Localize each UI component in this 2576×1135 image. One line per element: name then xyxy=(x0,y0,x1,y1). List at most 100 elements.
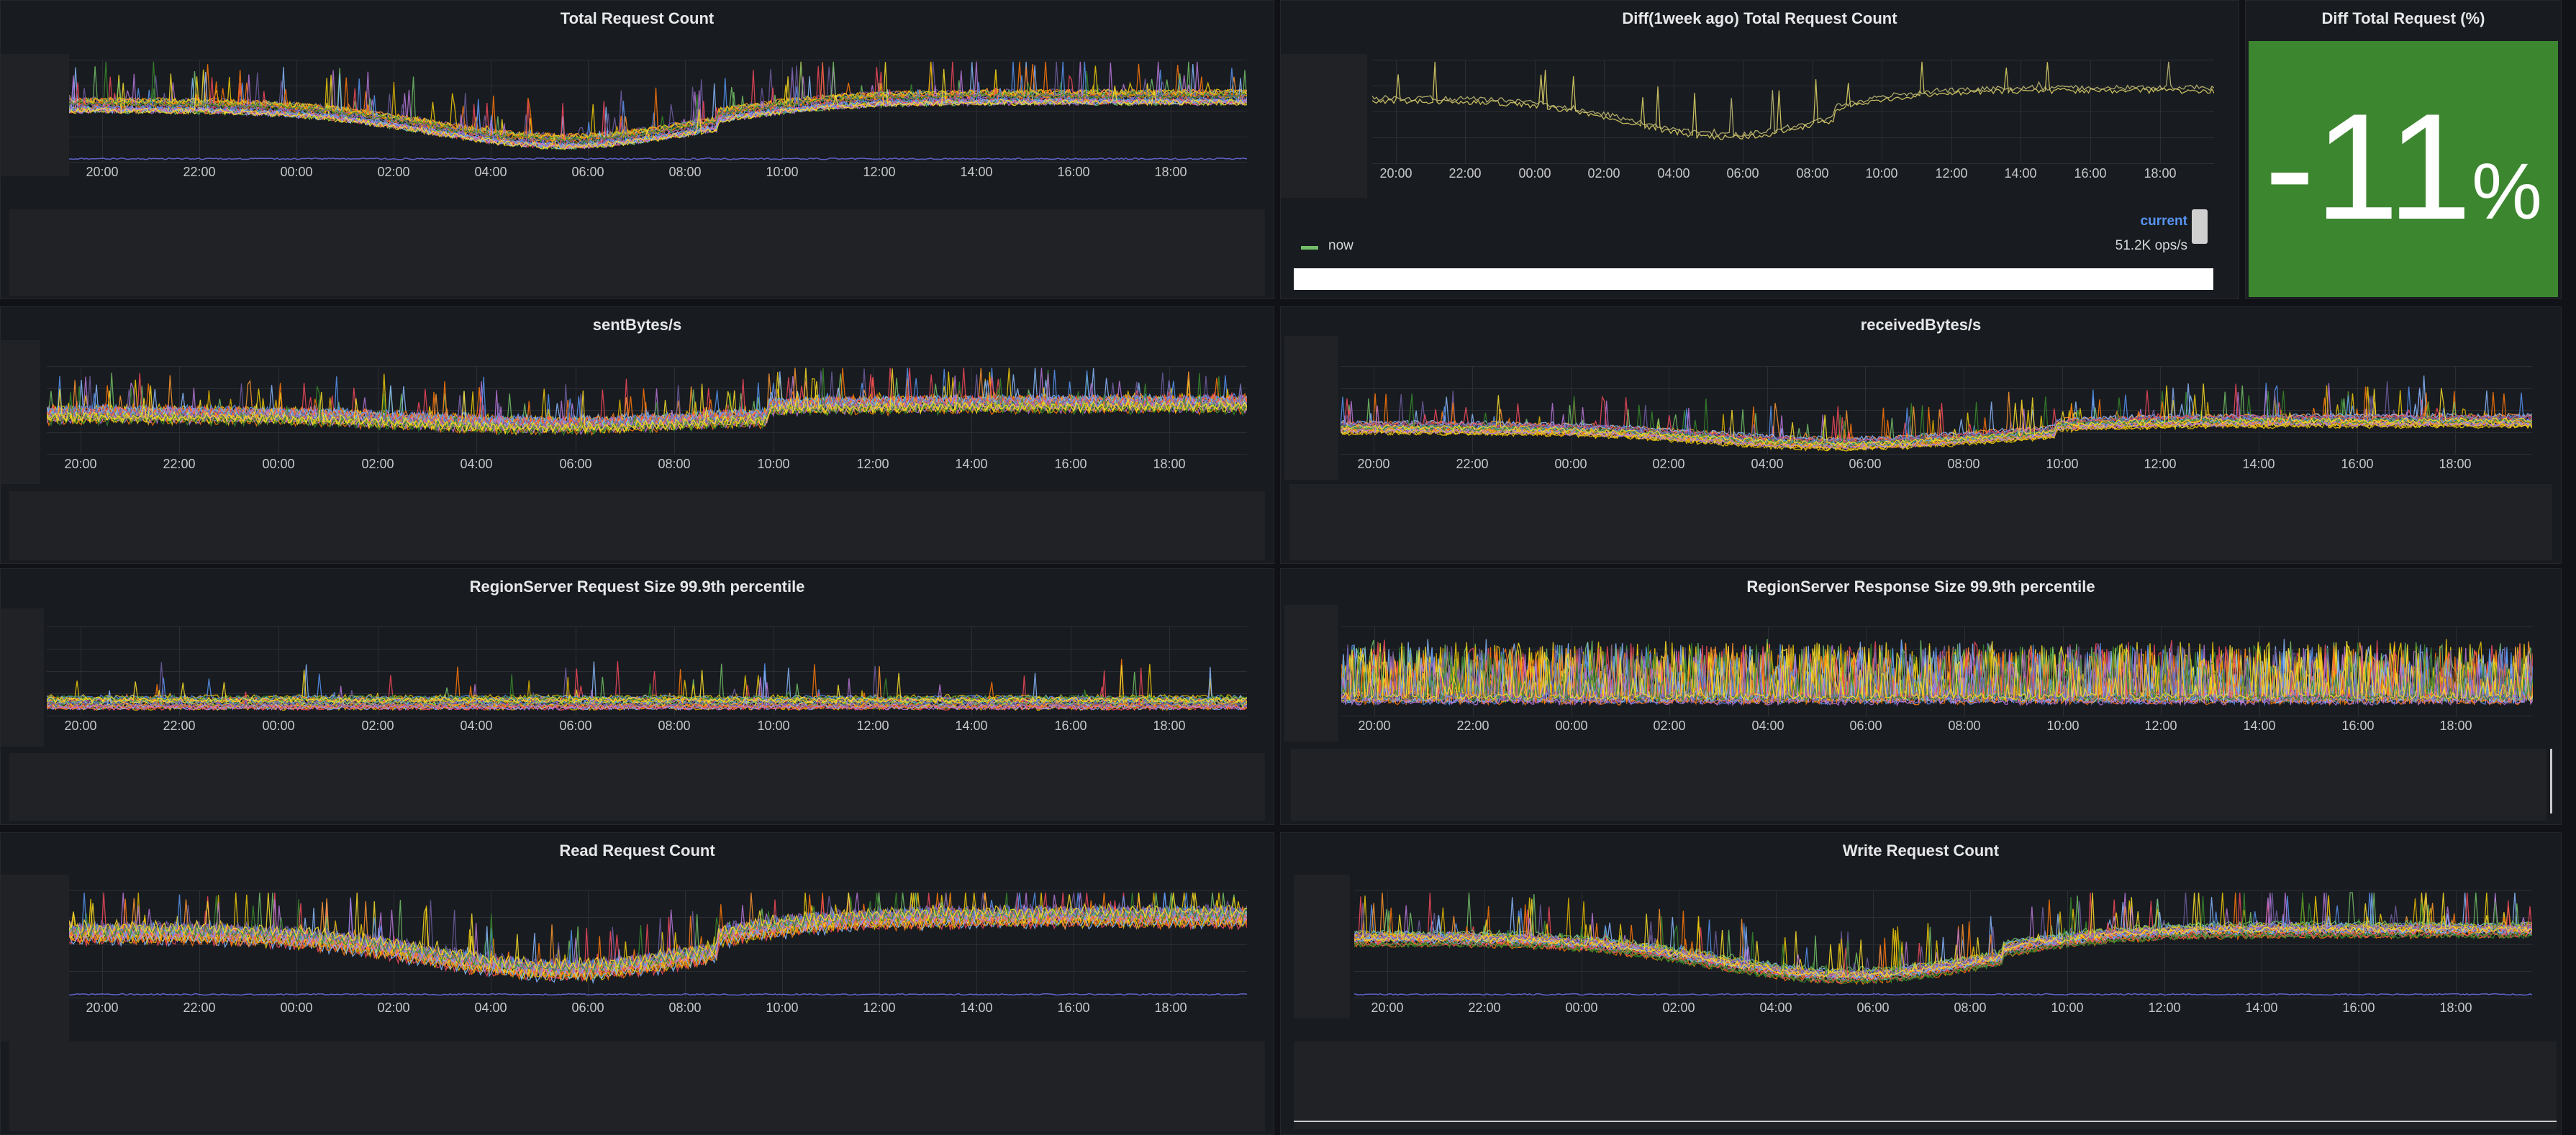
series-line xyxy=(47,368,1247,435)
series-line xyxy=(47,373,1247,436)
x-axis-tick-label: 20:00 xyxy=(1371,1000,1404,1015)
x-axis-tick-label: 16:00 xyxy=(2341,457,2374,471)
x-axis-tick-label: 00:00 xyxy=(1518,166,1551,181)
panel-title[interactable]: receivedBytes/s xyxy=(1860,316,1982,334)
x-axis-tick-label: 10:00 xyxy=(2046,457,2079,471)
graph-svg[interactable] xyxy=(1341,366,2532,473)
x-axis-tick-label: 16:00 xyxy=(1054,719,1087,733)
x-axis-tick-label: 12:00 xyxy=(863,1000,896,1015)
panel-total-request-count[interactable]: Total Request Count 20:00 22:00 00:00 02:00… xyxy=(0,0,1274,299)
panel-title[interactable]: Total Request Count xyxy=(560,9,715,27)
stat-value: -11% xyxy=(2249,91,2558,242)
x-axis-tick-label: 02:00 xyxy=(361,719,394,733)
x-axis-tick-label: 20:00 xyxy=(64,457,97,471)
series-line xyxy=(1341,389,2532,450)
panel-received-bytes[interactable]: receivedBytes/s 20:00 22:00 00:00 02:00 04:0… xyxy=(1280,306,2562,564)
panel-response-size[interactable]: RegionServer Response Size 99.9th percen… xyxy=(1280,568,2562,825)
panel-title[interactable]: sentBytes/s xyxy=(592,316,682,334)
panel-title[interactable]: Diff(1week ago) Total Request Count xyxy=(1622,9,1897,27)
x-axis-tick-label: 12:00 xyxy=(856,719,889,733)
series-line xyxy=(1341,647,2533,707)
x-axis-tick-label: 04:00 xyxy=(474,165,507,179)
graph-svg[interactable] xyxy=(47,366,1247,473)
series-line xyxy=(69,892,1247,972)
legend-table: current now 51.2K ops/s xyxy=(1294,209,2213,290)
series-line xyxy=(1354,892,2532,973)
x-axis-tick-label: 18:00 xyxy=(1154,1000,1187,1015)
x-axis-tick-label: 10:00 xyxy=(766,165,799,179)
stat-number: -11 xyxy=(2264,82,2472,251)
graph-svg[interactable] xyxy=(1341,626,2533,734)
graph-plot[interactable] xyxy=(1341,626,2533,734)
panel-diff-total-request-pct[interactable]: Diff Total Request (%) -11% xyxy=(2245,0,2562,299)
graph-plot[interactable] xyxy=(1372,60,2214,182)
panel-write-request-count[interactable]: Write Request Count 20:00 22:00 00:00 02:00… xyxy=(1280,832,2562,1135)
x-axis-tick-label: 06:00 xyxy=(559,719,592,733)
x-axis-tick-label: 04:00 xyxy=(460,457,493,471)
graph-svg[interactable] xyxy=(1372,60,2214,182)
x-axis-tick-label: 22:00 xyxy=(163,457,196,471)
series-line xyxy=(1354,892,2532,984)
x-axis-tick-label: 12:00 xyxy=(863,165,896,179)
x-axis-tick-label: 12:00 xyxy=(1935,166,1968,181)
series-line xyxy=(1341,642,2533,701)
legend-scrollbar[interactable] xyxy=(2192,209,2208,244)
series-line xyxy=(1341,383,2532,447)
x-axis-tick-label: 18:00 xyxy=(2144,166,2177,181)
graph-svg[interactable] xyxy=(69,890,1247,1016)
x-axis-tick-label: 02:00 xyxy=(377,1000,410,1015)
panel-title[interactable]: Write Request Count xyxy=(1842,842,2000,860)
panel-sent-bytes[interactable]: sentBytes/s 20:00 22:00 00:00 02:00 04:00 06:… xyxy=(0,306,1274,564)
x-axis-tick-label: 06:00 xyxy=(571,165,604,179)
series-line xyxy=(1354,892,2532,979)
graph-plot[interactable] xyxy=(69,60,1247,181)
x-axis-tick-label: 22:00 xyxy=(1456,457,1489,471)
x-axis-tick-label: 08:00 xyxy=(1796,166,1829,181)
x-axis-tick-label: 06:00 xyxy=(1849,719,1882,733)
panel-request-size[interactable]: RegionServer Request Size 99.9th percent… xyxy=(0,568,1274,825)
graph-plot[interactable] xyxy=(47,366,1247,473)
x-axis-tick-label: 18:00 xyxy=(2439,1000,2472,1015)
x-axis-tick-label: 12:00 xyxy=(2144,457,2177,471)
graph-svg[interactable] xyxy=(47,626,1247,734)
series-line xyxy=(69,62,1247,150)
x-axis-tick-label: 22:00 xyxy=(183,1000,216,1015)
graph-plot[interactable] xyxy=(1354,890,2532,1016)
y-axis-area xyxy=(1294,875,1350,1018)
x-axis-tick-label: 04:00 xyxy=(474,1000,507,1015)
graph-svg[interactable] xyxy=(69,60,1247,181)
x-axis-tick-label: 14:00 xyxy=(2242,457,2275,471)
graph-plot[interactable] xyxy=(47,626,1247,734)
series-line xyxy=(69,892,1247,981)
legend-scroll-indicator[interactable] xyxy=(2550,749,2552,813)
panel-title[interactable]: Diff Total Request (%) xyxy=(2321,9,2485,27)
graph-plot[interactable] xyxy=(69,890,1247,1016)
panel-title[interactable]: RegionServer Response Size 99.9th percen… xyxy=(1746,578,2095,596)
x-axis-tick-label: 14:00 xyxy=(2004,166,2037,181)
graph-plot[interactable] xyxy=(1341,366,2532,473)
x-axis-tick-label: 20:00 xyxy=(1379,166,1412,181)
x-axis-tick-label: 14:00 xyxy=(960,1000,993,1015)
x-axis-tick-label: 16:00 xyxy=(1057,165,1090,179)
x-axis-tick-label: 10:00 xyxy=(766,1000,799,1015)
panel-diff-total-request[interactable]: Diff(1week ago) Total Request Count 20:0… xyxy=(1280,0,2239,299)
x-axis-tick-label: 20:00 xyxy=(1358,719,1391,733)
series-line xyxy=(47,678,1247,711)
x-axis-tick-label: 22:00 xyxy=(1456,719,1489,733)
x-axis-tick-label: 04:00 xyxy=(1657,166,1690,181)
y-axis-area xyxy=(1284,336,1338,480)
x-axis-tick-label: 08:00 xyxy=(1954,1000,1987,1015)
panel-read-request-count[interactable]: Read Request Count 20:00 22:00 00:00 02:00 0… xyxy=(0,832,1274,1135)
legend-header-current[interactable]: current xyxy=(2140,214,2187,229)
x-axis-tick-label: 14:00 xyxy=(2245,1000,2278,1015)
panel-title[interactable]: Read Request Count xyxy=(559,842,715,860)
x-axis-tick-label: 02:00 xyxy=(361,457,394,471)
x-axis-tick-label: 18:00 xyxy=(2439,719,2472,733)
legend-series-name[interactable]: now xyxy=(1328,238,1353,253)
graph-svg[interactable] xyxy=(1354,890,2532,1016)
panel-title[interactable]: RegionServer Request Size 99.9th percent… xyxy=(469,578,805,596)
series-line xyxy=(69,61,1247,144)
x-axis-tick-label: 06:00 xyxy=(559,457,592,471)
x-axis-tick-label: 08:00 xyxy=(658,457,691,471)
x-axis-tick-label: 16:00 xyxy=(2341,719,2375,733)
